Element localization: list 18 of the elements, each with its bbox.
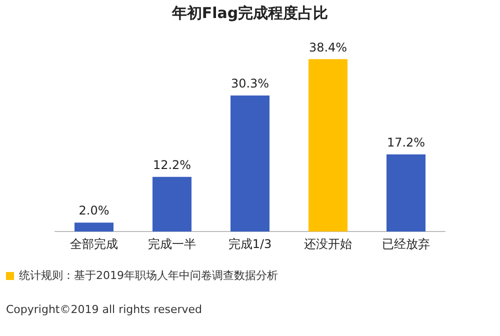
bar [308, 59, 348, 232]
x-tick-label: 完成1/3 [228, 236, 272, 251]
bar [386, 154, 426, 232]
data-label: 30.3% [230, 76, 270, 91]
x-tick-label: 完成一半 [148, 236, 196, 251]
bar [74, 222, 114, 232]
x-tick-label: 还没开始 [304, 236, 352, 251]
x-tick-label: 已经放弃 [382, 236, 430, 251]
text: 统计规则：基于2019年职场人年中问卷调查数据分析 [19, 268, 278, 284]
text: Copyright©2019 all rights reserved [6, 302, 202, 318]
data-label: 38.4% [308, 40, 348, 54]
data-label: 12.2% [152, 158, 192, 172]
chart-title: 年初Flag完成程度占比 [170, 4, 330, 23]
data-label: 17.2% [386, 135, 426, 150]
x-tick-label: 全部完成 [70, 236, 118, 251]
bar [230, 96, 270, 232]
data-label: 2.0% [78, 204, 110, 218]
bar [152, 176, 192, 232]
